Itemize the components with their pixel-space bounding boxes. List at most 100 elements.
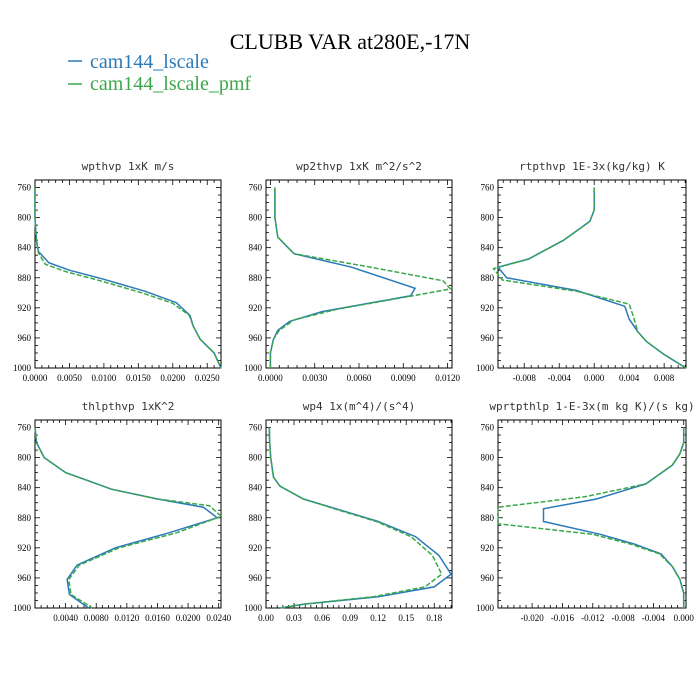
x-tick-label: 0.0200 [176, 613, 201, 623]
y-tick-label: 920 [249, 543, 263, 553]
y-tick-label: 920 [481, 303, 495, 313]
y-tick-label: 840 [249, 243, 263, 253]
y-tick-label: 840 [249, 483, 263, 493]
x-tick-label: 0.0040 [53, 613, 78, 623]
y-tick-label: 840 [481, 483, 495, 493]
y-tick-label: 1000 [13, 603, 32, 613]
legend-label-2: cam144_lscale_pmf [90, 73, 251, 95]
x-tick-label: -0.008 [611, 613, 635, 623]
y-tick-label: 1000 [476, 603, 495, 613]
x-tick-label: 0.0100 [92, 373, 117, 383]
y-tick-label: 1000 [13, 363, 32, 373]
y-tick-label: 840 [18, 483, 32, 493]
y-tick-label: 840 [481, 243, 495, 253]
series-line-cam144-lscale-pmf [34, 427, 223, 609]
y-tick-label: 880 [18, 273, 32, 283]
x-tick-label: 0.008 [654, 373, 675, 383]
figure-title: CLUBB VAR at280E,-17N [230, 29, 471, 54]
series-line-cam144-lscale-pmf [268, 427, 443, 609]
y-tick-label: 920 [18, 303, 32, 313]
y-tick-label: 840 [18, 243, 32, 253]
x-tick-label: 0.000 [584, 373, 605, 383]
y-tick-label: 1000 [244, 363, 263, 373]
x-tick-label: 0.004 [619, 373, 640, 383]
x-tick-label: -0.016 [551, 613, 575, 623]
y-tick-label: 760 [481, 423, 495, 433]
y-tick-label: 960 [18, 573, 32, 583]
series-line-cam144-lscale [268, 427, 453, 609]
panel-rtpthvp: rtpthvp 1E-3x(kg/kg) K 760 800 840 880 920 960… [476, 160, 687, 383]
series-line-cam144-lscale [269, 187, 417, 368]
y-tick-label: 1000 [244, 603, 263, 613]
y-tick-label: 800 [18, 213, 32, 223]
plot-frame [497, 419, 687, 609]
panel-title: thlpthvp 1xK^2 [82, 400, 175, 413]
x-tick-label: 0.000 [674, 613, 695, 623]
panel-title: rtpthvp 1E-3x(kg/kg) K [519, 160, 665, 173]
x-tick-label: 0.0120 [435, 373, 460, 383]
panel-title: wp2thvp 1xK m^2/s^2 [296, 160, 422, 173]
plot-frame [265, 179, 453, 369]
y-tick-label: 880 [249, 513, 263, 523]
y-tick-label: 800 [481, 453, 495, 463]
x-tick-label: 0.09 [342, 613, 358, 623]
panel-wpthvp: wpthvp 1xK m/s76080084088092096010000.00… [13, 160, 222, 383]
y-tick-label: 760 [18, 183, 32, 193]
plot-frame [497, 179, 687, 369]
y-tick-label: 920 [481, 543, 495, 553]
y-tick-label: 960 [18, 333, 32, 343]
x-tick-label: 0.00 [258, 613, 274, 623]
y-tick-label: 800 [249, 453, 263, 463]
y-tick-label: 960 [249, 333, 263, 343]
x-tick-label: 0.18 [426, 613, 442, 623]
y-tick-label: 880 [249, 273, 263, 283]
x-tick-label: -0.020 [520, 613, 544, 623]
x-tick-label: 0.12 [370, 613, 386, 623]
y-tick-label: 760 [249, 423, 263, 433]
y-tick-label: 1000 [476, 363, 495, 373]
y-tick-label: 760 [481, 183, 495, 193]
panel-title: wprtpthlp 1-E-3x(m kg K)/(s kg) [489, 400, 694, 413]
y-tick-label: 920 [18, 543, 32, 553]
x-tick-label: 0.0000 [258, 373, 283, 383]
x-tick-label: -0.008 [513, 373, 537, 383]
series-line-cam144-lscale-pmf [497, 427, 685, 608]
series-line-cam144-lscale [34, 427, 219, 609]
x-tick-label: 0.0250 [195, 373, 220, 383]
y-tick-label: 800 [18, 453, 32, 463]
x-tick-label: 0.0090 [391, 373, 416, 383]
plot-frame [34, 179, 222, 369]
panel-title: wpthvp 1xK m/s [82, 160, 175, 173]
y-tick-label: 880 [18, 513, 32, 523]
x-tick-label: -0.012 [581, 613, 604, 623]
panel-wp4: wp4 1x(m^4)/(s^4)76080084088092096010000… [244, 400, 453, 623]
series-line-cam144-lscale-pmf [492, 187, 687, 369]
legend: cam144_lscale cam144_lscale_pmf [68, 51, 251, 95]
y-tick-label: 960 [481, 333, 495, 343]
x-tick-label: 0.0150 [126, 373, 151, 383]
series-line-cam144-lscale-pmf [269, 187, 452, 368]
x-tick-label: 0.0240 [206, 613, 231, 623]
y-tick-label: 800 [481, 213, 495, 223]
x-tick-label: 0.0000 [23, 373, 48, 383]
series-line-cam144-lscale [496, 187, 687, 369]
y-tick-label: 960 [249, 573, 263, 583]
x-tick-label: -0.004 [642, 613, 666, 623]
series-line-cam144-lscale-pmf [34, 187, 222, 369]
x-tick-label: -0.004 [548, 373, 572, 383]
x-tick-label: 0.0030 [302, 373, 327, 383]
x-tick-label: 0.0060 [347, 373, 372, 383]
x-tick-label: 0.0050 [57, 373, 82, 383]
panel-thlpthvp: thlpthvp 1xK^2 760 800 840 880 920 960 1000 0.00… [13, 400, 232, 623]
series-line-cam144-lscale [542, 427, 685, 608]
y-tick-label: 880 [481, 513, 495, 523]
x-tick-label: 0.03 [286, 613, 302, 623]
y-tick-label: 800 [249, 213, 263, 223]
legend-label-1: cam144_lscale [90, 51, 209, 73]
panel-title: wp4 1x(m^4)/(s^4) [303, 400, 416, 413]
x-tick-label: 0.0080 [84, 613, 109, 623]
y-tick-label: 760 [18, 423, 32, 433]
y-tick-label: 920 [249, 303, 263, 313]
x-tick-label: 0.0120 [114, 613, 139, 623]
